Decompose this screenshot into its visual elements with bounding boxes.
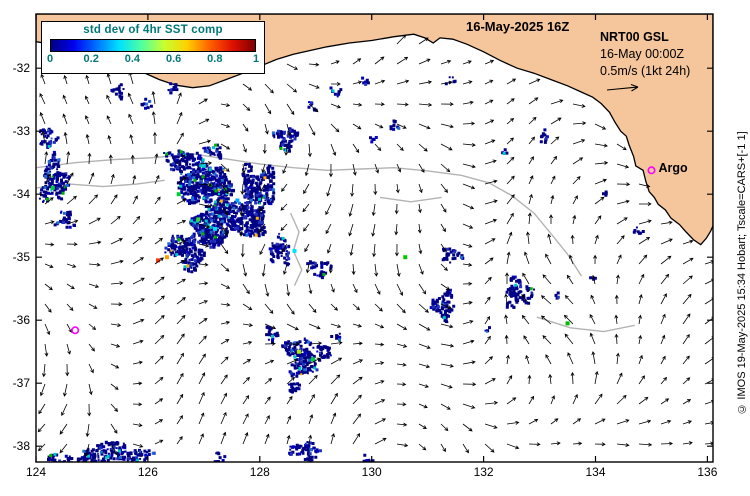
colorbar: std dev of 4hr SST comp 0 0.2 0.4 0.6 0.8 1 xyxy=(41,21,265,74)
sst-stddev-pixels xyxy=(43,82,560,462)
plot-frame xyxy=(35,13,714,463)
sst-stddev-speck xyxy=(235,198,240,203)
y-tick-label: -33 xyxy=(12,124,30,139)
datetime-label: 16-May-2025 16Z xyxy=(466,19,570,34)
sst-stddev-pixels xyxy=(38,76,645,462)
sst-stddev-speck xyxy=(155,258,160,263)
sst-stddev-speck xyxy=(292,248,297,253)
colorbar-tick-label: 0.8 xyxy=(207,53,223,65)
y-tick-label: -34 xyxy=(12,187,30,202)
colorbar-title: std dev of 4hr SST comp xyxy=(83,24,223,36)
sst-stddev-speck xyxy=(164,255,169,260)
sst-stddev-speck xyxy=(565,321,570,326)
credit-text: © IMOS 19-May-2025 15:34 Hobart; Tscale=… xyxy=(736,131,748,415)
legend-model-label: NRT00 GSL xyxy=(600,30,669,44)
x-axis-tick-labels: 124 126 128 130 132 134 136 xyxy=(0,465,750,481)
legend-scale-label: 0.5m/s (1kt 24h) xyxy=(600,64,691,78)
y-axis-tick-labels: -32 -33 -34 -35 -36 -37 -38 xyxy=(0,0,34,496)
argo-marker xyxy=(647,166,656,175)
y-tick-label: -36 xyxy=(12,313,30,328)
x-tick-label: 132 xyxy=(473,465,494,479)
sst-stddev-speck xyxy=(196,217,201,222)
y-tick-label: -35 xyxy=(12,250,30,265)
bathymetry-contour xyxy=(380,196,442,203)
colorbar-tick-label: 1 xyxy=(252,53,260,65)
colorbar-tick-label: 0.2 xyxy=(83,53,99,65)
sst-stddev-speck xyxy=(310,357,315,362)
x-tick-label: 134 xyxy=(585,465,606,479)
x-tick-label: 128 xyxy=(249,465,270,479)
colorbar-tick-row: 0 0.2 0.4 0.6 0.8 1 xyxy=(46,52,260,66)
colorbar-tick-label: 0.6 xyxy=(165,53,182,65)
vector-legend: NRT00 GSL 16-May 00:00Z 0.5m/s (1kt 24h) xyxy=(600,29,690,95)
colorbar-tick-label: 0.4 xyxy=(124,53,141,65)
sst-stddev-speck xyxy=(296,349,301,354)
x-tick-label: 124 xyxy=(25,465,47,479)
y-tick-label: -38 xyxy=(12,439,30,454)
bathymetry-contour xyxy=(36,153,583,277)
sst-stddev-speck xyxy=(213,226,218,231)
colorbar-gradient xyxy=(50,39,256,52)
sst-stddev-pixels xyxy=(39,76,643,462)
x-tick-label: 136 xyxy=(697,465,718,479)
legend-time-label: 16-May 00:00Z xyxy=(600,47,685,61)
sst-stddev-speck xyxy=(201,163,206,168)
colorbar-tick-label: 0 xyxy=(46,53,54,65)
x-tick-label: 126 xyxy=(137,465,158,479)
y-tick-label: -32 xyxy=(12,61,30,76)
sst-stddev-speck xyxy=(50,185,55,190)
y-tick-label: -37 xyxy=(12,376,30,391)
argo-label: Argo xyxy=(658,161,688,176)
scale-arrow-icon xyxy=(606,83,639,92)
x-tick-label: 130 xyxy=(361,465,382,479)
sst-stddev-speck xyxy=(403,255,408,260)
axis-ticks xyxy=(35,14,713,462)
float-marker xyxy=(71,326,80,335)
sst-stddev-speck xyxy=(176,192,181,197)
bathymetry-contour xyxy=(536,316,635,333)
